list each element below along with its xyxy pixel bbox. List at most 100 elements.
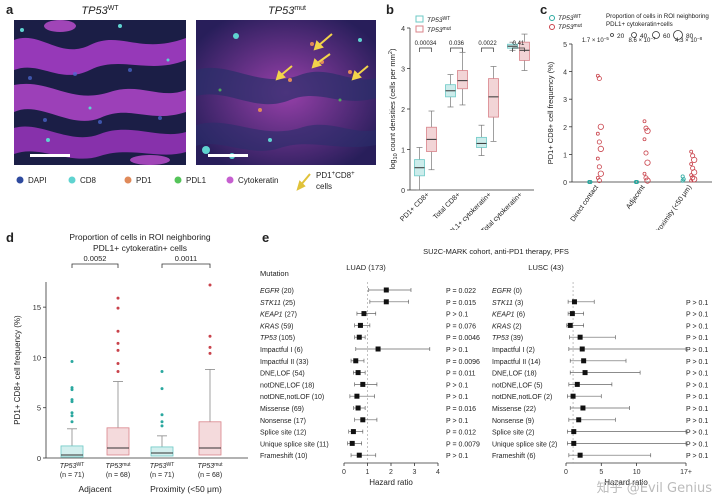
luad-hr-marker [361, 311, 367, 317]
box-body-TP53WT [60, 445, 84, 458]
text-span: mut [122, 462, 131, 468]
panel-c-chart: 0 1 2 3 4 5 PD1+ CD8+ cell frequency (%) TP53WT… [546, 13, 712, 230]
lusc-hr-marker [577, 452, 583, 458]
scatter-point-mut [596, 76, 602, 82]
text-span: (20) [279, 288, 293, 295]
lusc-hr-marker [579, 346, 585, 352]
outlier-point [116, 306, 120, 310]
luad-pvalue-label: P = 0.012 [446, 430, 476, 437]
luad-row-label: notDNE,LOF (18) [260, 382, 314, 389]
luad-row-label: STK11 (25) [260, 300, 295, 307]
lusc-x-tick-label: 10 [633, 469, 641, 476]
text-span: STK11 [492, 300, 513, 307]
panel-b-chart: 0 1 2 3 4 log10 count densities (cells per mm… [388, 15, 534, 230]
size-legend-label: 60 [663, 33, 671, 40]
luad-row-label: KRAS (59) [260, 323, 293, 330]
chart-title: SU2C-MARK cohort, anti-PD1 therapy, PFS [423, 247, 569, 256]
luad-row-label: Impactful I (6) [260, 347, 303, 354]
lusc-pvalue-label: P > 0.1 [686, 453, 708, 460]
panel-a-wt-title-sup: WT [108, 5, 120, 12]
scatter-point-mut [643, 150, 649, 156]
y-axis-label: PD1+ CD8+ cell frequency (%) [13, 315, 22, 425]
x-tick-label: TP53mut [105, 462, 131, 470]
outlier-point [160, 424, 164, 428]
text-span: (39) [509, 335, 523, 342]
size-legend-circle [610, 33, 614, 37]
scatter-point-wt [680, 178, 685, 183]
luad-hr-marker [356, 452, 362, 458]
outlier-point [116, 329, 120, 333]
pvalue-label: 0.00034 [415, 41, 437, 47]
y-tick-label: 2 [563, 125, 567, 132]
text-span: (25) [281, 300, 295, 307]
lusc-pvalue-label: P > 0.1 [686, 430, 708, 437]
panel-e-chart: SU2C-MARK cohort, anti-PD1 therapy, PFS M… [260, 247, 708, 487]
legend-dot-pdl1 [174, 176, 182, 184]
x-category-label: Direct contact [570, 184, 600, 223]
luad-pvalue-label: P > 0.1 [446, 418, 468, 425]
luad-row-label: EGFR (20) [260, 288, 294, 295]
lusc-pvalue-label: P > 0.1 [686, 441, 708, 448]
lusc-pvalue-label: P > 0.1 [686, 300, 708, 307]
text-span: TP53 [427, 17, 443, 24]
scatter-point-mut [689, 178, 694, 183]
y-tick-label: 2 [401, 107, 405, 114]
pvalue-label: 0.41 [513, 41, 525, 47]
text-span: WT [443, 16, 451, 22]
scatter-point-mut [691, 169, 698, 176]
text-span: −8 [697, 36, 703, 41]
y-tick-label: 4 [401, 26, 405, 33]
text-span: TP53 [260, 335, 277, 342]
size-legend-title-line2: PDL1+ cytokeratin+cells [606, 21, 673, 28]
text-span: 2 [388, 51, 394, 54]
legend-swatch-TP53mut [415, 25, 424, 33]
text-span: TP53 [150, 463, 167, 470]
lusc-row-label: Impactful I (2) [492, 347, 535, 354]
text-span: TP53 [558, 15, 574, 22]
text-span: ) [388, 48, 397, 51]
text-span: count densities (cells per mm [388, 54, 397, 153]
text-span: (27) [283, 312, 297, 319]
outlier-point [208, 345, 212, 349]
outlier-point [70, 420, 74, 424]
luad-pvalue-label: P > 0.1 [446, 312, 468, 319]
panel-a-mut-title-gene: TP53 [268, 5, 295, 17]
scatter-point-mut [642, 137, 647, 142]
text-span: WT [574, 14, 582, 20]
legend-label-TP53mut: TP53mut [427, 26, 451, 34]
legend-arrow-icon [296, 173, 311, 191]
x-tick-label: TP53WT [150, 462, 175, 470]
text-span: WT [166, 462, 174, 468]
luad-pvalue-label: P > 0.1 [446, 453, 468, 460]
y-axis-label: log10 count densities (cells per mm2) [388, 48, 399, 169]
chart-title-line2: PDL1+ cytokeratin+ cells [93, 243, 187, 253]
scatter-point-mut [691, 156, 698, 164]
text-span: TP53 [197, 463, 214, 470]
size-legend-circle [631, 32, 637, 38]
scatter-point-mut [597, 123, 604, 130]
pvalue-bracket [161, 263, 211, 268]
scatter-point-mut [595, 156, 600, 161]
lusc-x-tick-label: 5 [599, 469, 603, 476]
luad-x-tick-label: 0 [342, 469, 346, 476]
lusc-hr-marker [567, 322, 573, 328]
panel-a-legend: DAPI CD8 PD1 PDL1 Cytokeratin PD1+CD8+ c… [16, 171, 355, 191]
scatter-point-mut [689, 162, 694, 166]
panel-letter-a: a [6, 2, 14, 17]
luad-x-tick-label: 3 [413, 469, 417, 476]
outlier-point [208, 283, 212, 287]
text-span: EGFR [260, 288, 279, 295]
micrograph-wt [14, 20, 186, 165]
luad-hr-marker [357, 322, 363, 328]
scatter-point-mut [596, 164, 602, 170]
panel-a-wt-title: TP53WT [81, 5, 119, 17]
lusc-x-tick-label: 17+ [680, 469, 692, 476]
x-tick-n-label: (n = 68) [198, 472, 222, 479]
text-span: (59) [279, 323, 293, 330]
luad-row-label: Missense (69) [260, 406, 304, 413]
outlier-point [160, 420, 164, 424]
y-tick-label: 5 [563, 42, 567, 49]
y-tick-label: 0 [401, 188, 405, 195]
luad-pvalue-label: P = 0.016 [446, 406, 476, 413]
text-span: (105) [277, 335, 295, 342]
